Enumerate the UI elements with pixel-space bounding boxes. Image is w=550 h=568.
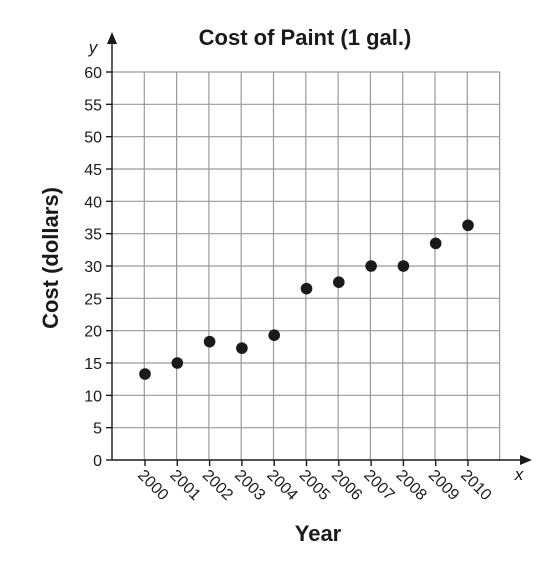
- y-tick-label: 0: [93, 453, 102, 470]
- y-tick-label: 30: [84, 259, 102, 276]
- x-tick-label: 2000: [134, 467, 171, 504]
- axes: [106, 32, 532, 466]
- y-tick-labels: 0 5 10 15 20 25 30 35 40 45 50 55 60: [84, 65, 102, 470]
- y-axis-arrow: [107, 32, 117, 44]
- x-tick-label: 2007: [360, 467, 397, 504]
- y-tick-label: 20: [84, 324, 102, 341]
- grid: [112, 71, 501, 460]
- y-tick-label: 15: [84, 356, 102, 373]
- x-variable-label: x: [514, 465, 524, 484]
- y-tick-label: 60: [84, 65, 102, 82]
- x-tick-label: 2009: [425, 467, 462, 504]
- y-tick-label: 55: [84, 97, 102, 114]
- chart-title: Cost of Paint (1 gal.): [199, 25, 412, 50]
- data-points: [139, 219, 474, 380]
- data-point: [268, 329, 281, 341]
- x-axis-arrow: [520, 455, 532, 465]
- y-axis-label: Cost (dollars): [38, 187, 63, 329]
- y-tick-label: 50: [84, 130, 102, 147]
- data-point: [236, 342, 248, 354]
- x-tick-label: 2008: [393, 467, 430, 504]
- x-tick-label: 2005: [296, 467, 333, 504]
- y-variable-label: y: [88, 38, 99, 57]
- x-tick-label: 2004: [263, 467, 300, 504]
- data-point: [171, 357, 184, 369]
- data-point: [462, 219, 474, 232]
- data-point: [139, 368, 151, 380]
- x-tick-labels: 2000200120022003200420052006200720082009…: [134, 467, 494, 504]
- y-tick-label: 5: [93, 421, 102, 438]
- y-tick-label: 40: [84, 194, 102, 211]
- y-tick-label: 45: [84, 162, 102, 179]
- data-point: [203, 335, 216, 348]
- data-point: [300, 282, 313, 295]
- data-point: [429, 237, 442, 250]
- x-axis-label: Year: [295, 521, 342, 546]
- x-tick-label: 2002: [199, 467, 236, 504]
- y-tick-label: 10: [84, 388, 102, 405]
- x-tick-label: 2010: [457, 467, 494, 504]
- data-point: [397, 260, 410, 272]
- y-tick-label: 35: [84, 227, 102, 244]
- x-tick-label: 2001: [166, 467, 203, 504]
- x-tick-label: 2003: [231, 467, 268, 504]
- x-tick-label: 2006: [328, 467, 365, 504]
- data-point: [365, 260, 377, 272]
- y-tick-label: 25: [84, 291, 102, 308]
- data-point: [333, 276, 345, 288]
